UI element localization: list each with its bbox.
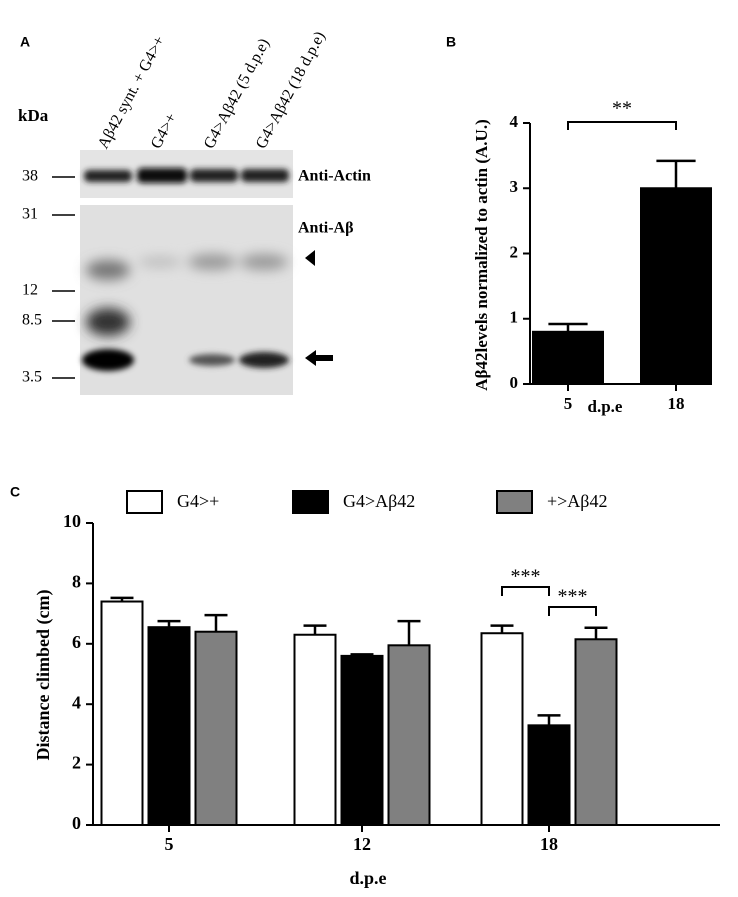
bar <box>480 632 524 826</box>
bar <box>293 633 337 826</box>
legend-swatch <box>496 490 533 514</box>
panel-label: A <box>20 34 30 50</box>
significance-label: *** <box>511 566 541 588</box>
marker-label: 12 <box>22 282 38 299</box>
x-axis-label: d.p.e <box>588 397 623 416</box>
y-tick-label: 1 <box>510 308 519 327</box>
y-tick-label: 8 <box>72 572 81 592</box>
y-axis-label: Aβ42levels normalized to actin (A.U.) <box>472 119 491 390</box>
y-tick-label: 4 <box>72 692 81 712</box>
bar <box>340 654 384 826</box>
y-tick-label: 0 <box>510 373 519 392</box>
y-tick-label: 3 <box>510 177 519 196</box>
bar <box>100 600 144 827</box>
x-tick-label: 5 <box>564 394 573 413</box>
y-tick-label: 4 <box>510 112 519 131</box>
panel-label: B <box>446 34 456 50</box>
y-tick-label: 0 <box>72 813 81 833</box>
marker-label: 38 <box>22 168 38 185</box>
significance-label: ** <box>612 98 632 120</box>
legend-swatch <box>126 490 163 514</box>
significance-bracket <box>501 586 550 596</box>
x-tick-label: 5 <box>165 834 174 854</box>
antibody-label: Anti-Actin <box>298 168 371 185</box>
bar <box>527 724 571 827</box>
bar <box>387 644 431 826</box>
legend-label: G4>+ <box>177 491 219 511</box>
x-tick-label: 18 <box>668 394 685 413</box>
y-axis-label: Distance climbed (cm) <box>33 590 54 761</box>
significance-bracket <box>567 121 677 130</box>
x-tick-label: 12 <box>353 834 371 854</box>
legend-swatch <box>292 490 329 514</box>
marker-label: 31 <box>22 206 38 223</box>
kda-label: kDa <box>18 106 49 125</box>
panel-label: C <box>10 484 20 500</box>
significance-bracket <box>548 606 597 616</box>
y-tick-label: 6 <box>72 632 81 652</box>
legend-label: G4>Aβ42 <box>343 491 415 511</box>
x-axis-label: d.p.e <box>349 868 386 888</box>
y-tick-label: 2 <box>510 242 519 261</box>
lane-label: G4>+ <box>148 110 181 151</box>
bar <box>194 630 238 826</box>
legend-label: +>Aβ42 <box>547 491 607 511</box>
bar <box>147 626 191 826</box>
marker-label: 8.5 <box>22 312 42 329</box>
x-tick-label: 18 <box>540 834 558 854</box>
marker-label: 3.5 <box>22 369 42 386</box>
significance-label: *** <box>558 586 588 608</box>
y-tick-label: 2 <box>72 753 81 773</box>
y-tick-label: 10 <box>63 511 81 531</box>
bar <box>640 187 712 385</box>
blot <box>80 150 333 395</box>
bar <box>532 330 604 385</box>
antibody-label: Anti-Aβ <box>298 220 354 237</box>
bar <box>574 638 618 827</box>
